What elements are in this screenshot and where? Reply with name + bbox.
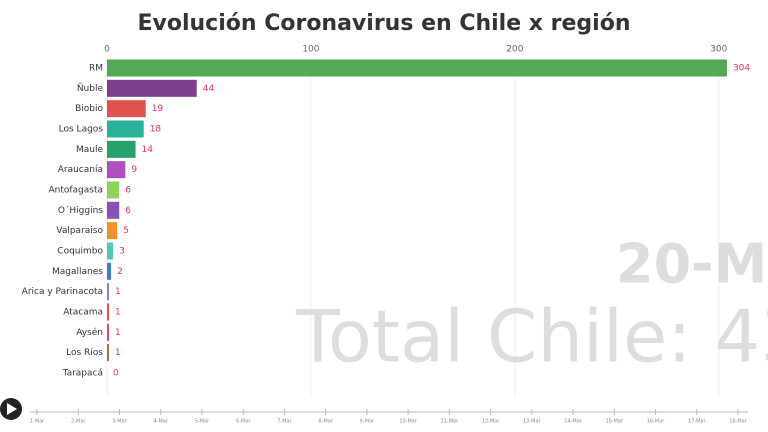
category-label: Araucanía [58,165,103,175]
value-label: 6 [125,206,131,216]
timeline-label: 16-Mar [647,419,666,425]
bar [107,201,120,219]
value-label: 18 [150,124,162,134]
timeline-label: 1-Mar [30,419,45,425]
value-label: 3 [119,246,125,256]
bar [107,59,727,77]
bar [107,262,112,280]
bar [107,79,197,97]
timeline-label: 4-Mar [153,419,168,425]
x-tick-label: 100 [302,45,319,55]
value-label: 1 [115,287,121,297]
timeline-label: 17-Mar [688,419,707,425]
date-label: 20-Ma [616,233,768,296]
value-label: 1 [115,307,121,317]
timeline-label: 9-Mar [360,419,375,425]
bar [107,323,110,341]
total-label: Total Chile: 43 [295,295,768,379]
timeline-label: 13-Mar [523,419,542,425]
timeline-label: 14-Mar [564,419,583,425]
bar [107,303,110,321]
bar [107,181,120,199]
bar [107,283,110,301]
value-label: 14 [142,145,154,155]
category-label: O´Higgins [58,205,103,216]
timeline-label: 10-Mar [399,419,418,425]
value-label: 19 [152,104,164,114]
x-tick-label: 200 [506,45,523,55]
bar [107,242,114,260]
category-label: Biobio [75,104,103,114]
bar [107,344,110,362]
bar [107,120,144,138]
category-label: Ñuble [77,83,104,94]
timeline-label: 3-Mar [112,419,127,425]
category-label: Maule [76,145,103,155]
category-label: RM [89,64,103,74]
category-label: Coquimbo [57,246,103,256]
x-tick-label: 300 [710,45,727,55]
value-label: 9 [131,165,137,175]
value-label: 1 [115,328,121,338]
bar [107,140,136,158]
value-label: 304 [733,64,750,74]
timeline-label: 15-Mar [605,419,624,425]
value-label: 6 [125,185,131,195]
value-label: 2 [117,267,123,277]
timeline-label: 6-Mar [236,419,251,425]
timeline-label: 11-Mar [441,419,460,425]
category-label: Tarapacá [62,368,103,378]
category-label: Los Ríos [66,348,103,358]
bar [107,222,118,240]
category-label: Antofagasta [48,185,103,195]
category-label: Atacama [63,307,103,317]
value-label: 0 [113,368,119,378]
timeline-label: 7-Mar [277,419,292,425]
category-label: Los Lagos [59,124,104,134]
category-label: Magallanes [52,267,103,277]
value-label: 5 [123,226,129,236]
value-label: 1 [115,348,121,358]
timeline-label: 18-Mar [729,419,748,425]
timeline-label: 2-Mar [71,419,86,425]
category-label: Valparaiso [56,226,103,236]
category-label: Aysén [76,327,103,338]
chart-title: Evolución Coronavirus en Chile x región [138,11,631,36]
bar [107,161,126,179]
category-label: Arica y Parinacota [22,287,103,297]
value-label: 44 [203,84,215,94]
timeline-label: 12-Mar [482,419,501,425]
play-icon [7,403,17,415]
timeline-label: 5-Mar [195,419,210,425]
bar [107,100,146,118]
timeline-label: 8-Mar [318,419,333,425]
x-tick-label: 0 [104,45,110,55]
